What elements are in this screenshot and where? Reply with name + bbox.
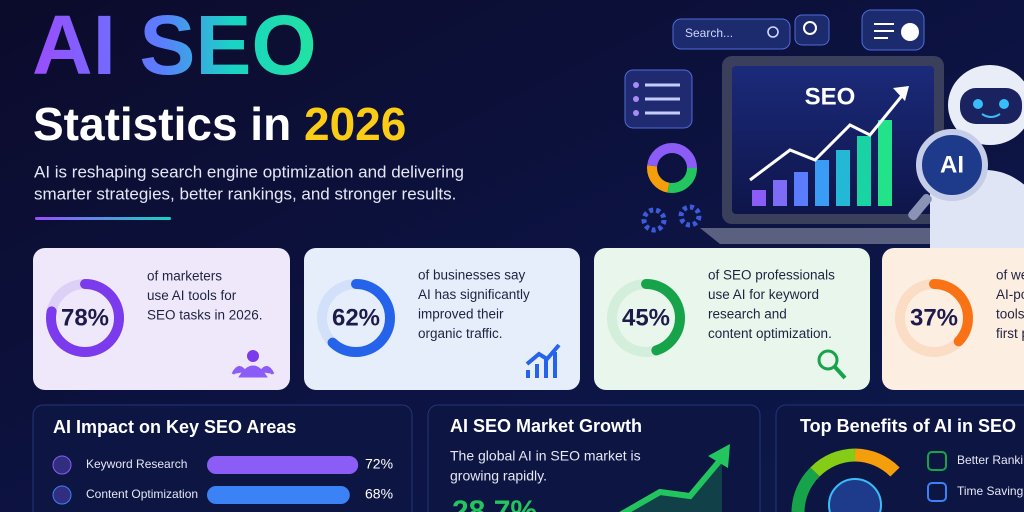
illustration: Search... SEO AI (624, 9, 1024, 250)
bar (207, 486, 350, 504)
stat-text: improved their (418, 307, 504, 322)
stat-text: tools (996, 307, 1024, 322)
growth-figure: 28.7% (452, 495, 537, 512)
search-bar[interactable] (672, 18, 791, 50)
benefit-label: Better Ranki (957, 453, 1023, 467)
chat-icon (901, 23, 919, 41)
bar-value: 72% (365, 456, 393, 472)
title-year: 2026 (304, 98, 406, 150)
title-text: Statistics in (33, 98, 291, 150)
growth-text: The global AI in SEO market is (450, 448, 641, 464)
title: AI SEO (32, 0, 317, 92)
trend-line (749, 91, 907, 182)
gear (641, 207, 667, 233)
ring-arc (317, 279, 395, 357)
benefit-list: Better Ranki Time Saving (927, 451, 1023, 502)
underline (35, 217, 171, 220)
stat-percent: 62% (332, 304, 380, 331)
search-icon (817, 349, 839, 371)
stat-percent: 78% (61, 304, 109, 331)
bar (207, 456, 359, 474)
subtitle: AI is reshaping search engine optimizati… (34, 162, 464, 181)
chart-icon (525, 343, 561, 378)
gear (678, 204, 702, 228)
benefit-icon (927, 482, 947, 502)
stat-text: first p (996, 326, 1024, 341)
impact-list: Keyword Research 72% Content Optimization 6… (52, 455, 393, 505)
stat-text: SEO tasks in 2026. (147, 308, 263, 323)
stat-text: of we (996, 268, 1024, 283)
search-icon (803, 21, 817, 35)
stat-text: research and (708, 307, 787, 322)
robot-badge: AI (940, 151, 964, 178)
laptop-label: SEO (805, 83, 856, 110)
menu-lines (645, 83, 680, 115)
stat-text: of businesses say (418, 268, 526, 283)
chat-lines (874, 23, 894, 39)
stat-text: AI has significantly (418, 287, 530, 302)
stat-text: use AI for keyword (708, 287, 819, 302)
stat-text: use AI tools for (147, 288, 237, 303)
benefit-icon (927, 451, 947, 471)
search-placeholder: Search... (685, 26, 733, 40)
item-icon (52, 455, 72, 475)
item-icon (52, 485, 72, 505)
stat-text: organic traffic. (418, 326, 503, 341)
benefits-title: Top Benefits of AI in SEO (800, 416, 1016, 436)
search-icon (833, 365, 847, 380)
trend-arrow (893, 86, 909, 101)
stat-text: of SEO professionals (708, 268, 835, 283)
stat-cards: 78% of marketers use AI tools for SEO tasks… (33, 248, 1024, 390)
growth-arrow (619, 456, 725, 512)
subtitle: smarter strategies, better rankings, and… (34, 184, 456, 203)
growth-title: AI SEO Market Growth (450, 416, 642, 436)
magnifier (916, 129, 988, 201)
stat-text: of marketers (147, 269, 222, 284)
people-icon (247, 350, 259, 362)
screen-bars (752, 120, 892, 206)
people-icon (231, 365, 275, 378)
impact-title: AI Impact on Key SEO Areas (53, 417, 296, 437)
item-label: Keyword Research (86, 457, 187, 471)
bar-value: 68% (365, 486, 393, 502)
item-label: Content Optimization (86, 487, 198, 501)
ring-arc (895, 279, 973, 357)
stat-text: content optimization. (708, 326, 832, 341)
search-icon (767, 26, 779, 38)
growth-text: growing rapidly. (450, 468, 547, 484)
benefit-label: Time Saving (957, 484, 1023, 498)
growth-panel (427, 404, 761, 512)
laptop-base (700, 228, 980, 244)
search-button[interactable] (794, 14, 830, 46)
gauge (791, 448, 900, 512)
stat-text: AI-po (996, 287, 1024, 302)
stat-percent: 45% (622, 304, 670, 331)
ring-arc (607, 279, 685, 357)
stat-percent: 37% (910, 304, 958, 331)
title-line: Statistics in 2026 (33, 98, 406, 150)
ring-arc (46, 279, 124, 357)
